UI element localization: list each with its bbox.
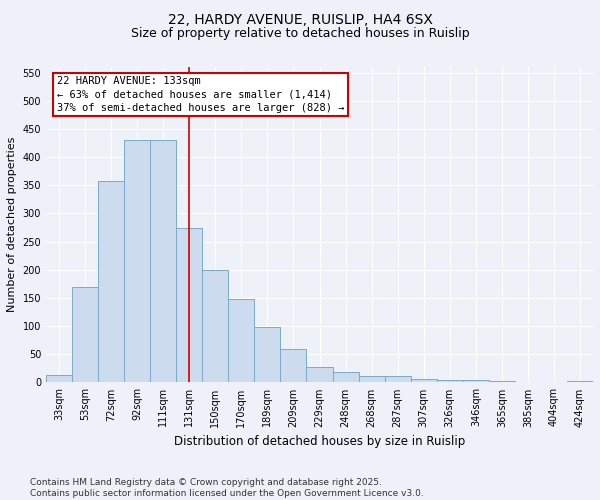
Bar: [359, 376, 385, 382]
Bar: [385, 376, 410, 382]
Bar: [567, 381, 593, 382]
Bar: [72, 286, 98, 382]
Bar: [280, 348, 307, 382]
Bar: [202, 270, 229, 382]
Text: Contains HM Land Registry data © Crown copyright and database right 2025.
Contai: Contains HM Land Registry data © Crown c…: [30, 478, 424, 498]
Text: 22 HARDY AVENUE: 133sqm
← 63% of detached houses are smaller (1,414)
37% of semi: 22 HARDY AVENUE: 133sqm ← 63% of detache…: [57, 76, 344, 113]
Bar: [124, 140, 150, 382]
Bar: [229, 299, 254, 382]
Bar: [307, 368, 332, 382]
Bar: [332, 372, 359, 382]
Bar: [98, 181, 124, 382]
Bar: [176, 228, 202, 382]
Bar: [463, 380, 489, 382]
Text: 22, HARDY AVENUE, RUISLIP, HA4 6SX: 22, HARDY AVENUE, RUISLIP, HA4 6SX: [167, 12, 433, 26]
X-axis label: Distribution of detached houses by size in Ruislip: Distribution of detached houses by size …: [174, 435, 465, 448]
Y-axis label: Number of detached properties: Number of detached properties: [7, 137, 17, 312]
Bar: [150, 140, 176, 382]
Bar: [437, 380, 463, 382]
Bar: [46, 375, 72, 382]
Bar: [410, 378, 437, 382]
Bar: [254, 328, 280, 382]
Text: Size of property relative to detached houses in Ruislip: Size of property relative to detached ho…: [131, 28, 469, 40]
